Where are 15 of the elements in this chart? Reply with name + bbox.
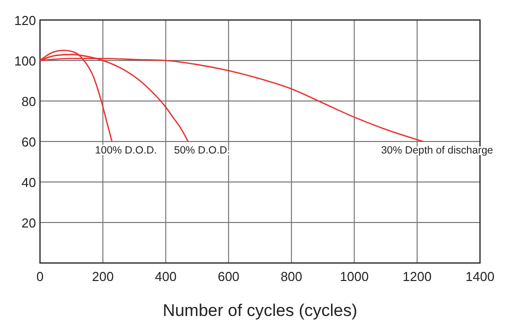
x-tick-label: 400 [154, 269, 177, 284]
x-tick-label: 1400 [466, 269, 494, 284]
x-tick-label: 600 [218, 269, 240, 284]
y-tick-label: 120 [14, 13, 36, 28]
x-tick-label: 1000 [340, 269, 369, 284]
y-tick-label: 80 [22, 94, 36, 109]
y-tick-label: 100 [14, 54, 36, 68]
y-tick-label: 40 [22, 175, 36, 190]
x-axis-title: Number of cycles (cycles) [162, 301, 358, 320]
y-tick-label: 60 [22, 134, 36, 150]
y-tick-label: 20 [22, 216, 36, 230]
x-tick-label: 800 [280, 269, 302, 284]
x-tick-label: 1200 [402, 269, 432, 284]
x-tick-label: 200 [92, 269, 114, 284]
x-tick-label: 0 [36, 269, 44, 284]
